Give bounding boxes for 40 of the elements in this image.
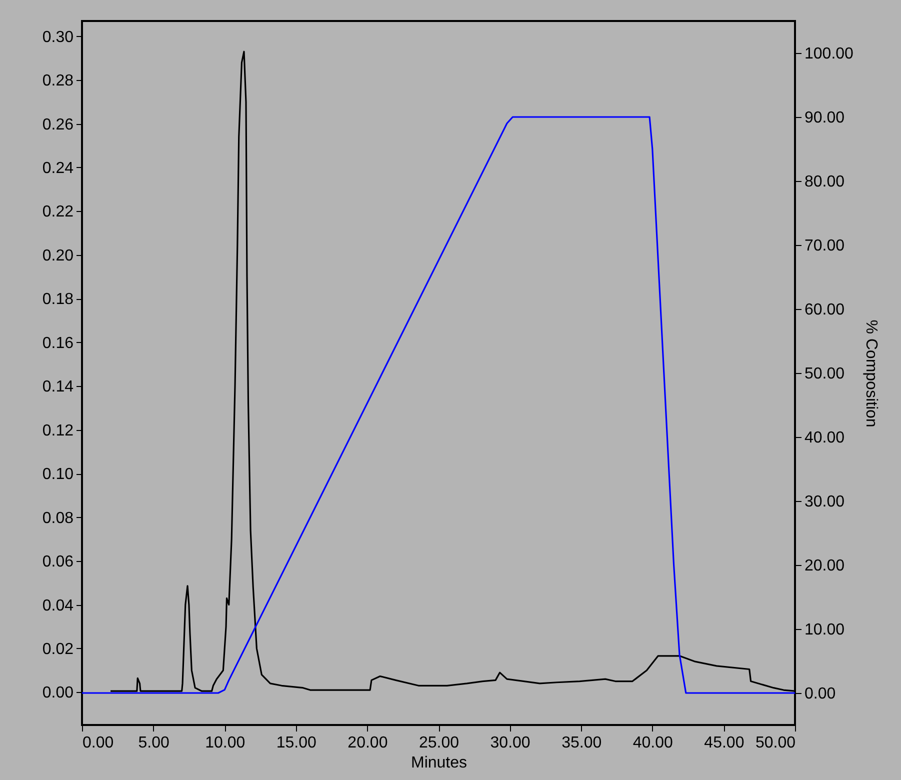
y-tick-label: 0.16 bbox=[42, 334, 74, 352]
y2-axis-title: % Composition bbox=[862, 320, 880, 428]
x-tick-label: 20.00 bbox=[348, 734, 388, 752]
y-tick-label: 0.08 bbox=[42, 510, 74, 527]
y2-tick-label: 100.00 bbox=[804, 46, 854, 62]
x-tick-label: 40.00 bbox=[632, 734, 674, 752]
y-tick-label: 0.18 bbox=[42, 291, 74, 308]
x-tick-label: 0.00 bbox=[82, 734, 114, 752]
y2-tick-label: 10.00 bbox=[804, 622, 845, 638]
y-tick-label: 0.20 bbox=[42, 247, 74, 264]
y-tick-label: 0.00 bbox=[42, 684, 74, 702]
y2-tick-label: 90.00 bbox=[804, 110, 845, 126]
y-tick-label: 0.04 bbox=[42, 597, 74, 614]
x-tick-label: 30.00 bbox=[490, 734, 530, 752]
y2-tick-label: 80.00 bbox=[804, 174, 845, 190]
y2-tick-label: 0.00 bbox=[804, 686, 836, 702]
y2-tick-label: 70.00 bbox=[804, 238, 845, 254]
y-tick-label: 0.30 bbox=[42, 28, 74, 46]
y-tick-label: 0.24 bbox=[42, 160, 74, 177]
x-tick-label: 25.00 bbox=[418, 734, 460, 752]
x-tick-label: 10.00 bbox=[205, 734, 246, 752]
y2-tick-label: 20.00 bbox=[804, 558, 845, 574]
y-tick-label: 0.12 bbox=[42, 422, 74, 440]
y-tick-label: 0.26 bbox=[42, 116, 74, 134]
y2-tick-label: 50.00 bbox=[804, 366, 845, 382]
y-tick-label: 0.02 bbox=[42, 640, 74, 658]
y-tick-label: 0.06 bbox=[42, 554, 74, 571]
x-tick-label: 15.00 bbox=[276, 734, 317, 752]
y2-tick-label: 30.00 bbox=[804, 494, 845, 510]
y-tick-label: 0.14 bbox=[42, 378, 74, 396]
x-tick-label: 35.00 bbox=[562, 734, 602, 752]
x-tick-label: 50.00 bbox=[755, 734, 796, 752]
y-tick-label: 0.10 bbox=[42, 466, 74, 484]
x-axis-title: Minutes bbox=[410, 754, 468, 772]
y2-tick-label: 40.00 bbox=[804, 430, 845, 446]
y-tick-label: 0.28 bbox=[42, 72, 74, 90]
y2-tick-label: 60.00 bbox=[804, 302, 845, 318]
x-tick-label: 45.00 bbox=[704, 734, 744, 752]
x-tick-label: 5.00 bbox=[138, 734, 170, 752]
y-tick-label: 0.22 bbox=[42, 204, 74, 221]
